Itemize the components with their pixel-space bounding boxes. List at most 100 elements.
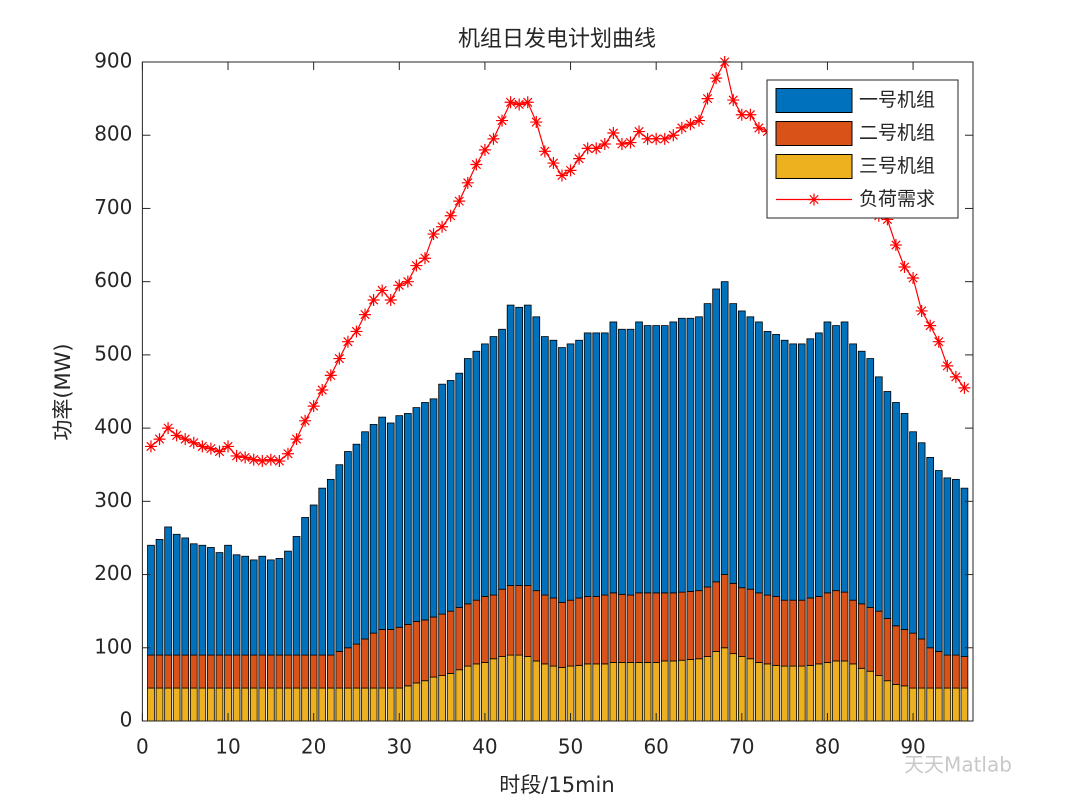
bar	[720, 574, 729, 649]
bar	[344, 451, 352, 649]
marker	[213, 445, 226, 458]
bar	[746, 316, 755, 590]
marker	[949, 370, 962, 383]
bar	[506, 585, 515, 656]
bar	[712, 651, 720, 722]
marker	[418, 252, 431, 265]
x-tick-label: 40	[472, 735, 497, 759]
bar	[215, 552, 224, 656]
bar	[155, 687, 164, 722]
x-tick-label: 80	[815, 735, 840, 759]
bar	[695, 590, 703, 660]
bar	[892, 625, 900, 685]
bar	[917, 687, 926, 722]
bar	[421, 619, 429, 682]
bar	[832, 590, 840, 662]
bar	[326, 654, 335, 689]
bar	[189, 654, 198, 689]
bar	[926, 647, 935, 689]
bar	[592, 332, 601, 597]
marker	[179, 433, 192, 446]
marker	[881, 213, 894, 226]
legend-label: 负荷需求	[859, 188, 935, 210]
x-tick-label: 10	[215, 735, 240, 759]
marker	[196, 440, 209, 453]
bar	[498, 328, 506, 590]
x-tick-label: 90	[900, 735, 925, 759]
bar	[258, 555, 267, 656]
y-tick-label: 400	[94, 415, 132, 439]
bar	[909, 632, 917, 689]
marker	[350, 325, 363, 338]
legend-marker	[808, 193, 820, 206]
bar	[703, 586, 712, 657]
watermark: 天天Matlab	[904, 753, 1012, 777]
bar	[541, 594, 549, 665]
x-tick-label: 70	[729, 735, 754, 759]
bar	[695, 316, 703, 592]
bar	[797, 343, 806, 601]
marker	[281, 447, 294, 460]
bar	[489, 658, 498, 722]
bar	[207, 547, 215, 656]
x-tick-label: 20	[301, 735, 326, 759]
bar	[446, 610, 455, 674]
bar	[840, 591, 849, 662]
bar	[652, 662, 660, 722]
bar	[258, 687, 267, 722]
bar	[335, 464, 344, 652]
bar	[549, 339, 558, 599]
bar	[678, 317, 686, 593]
bar	[361, 638, 369, 689]
bar	[318, 654, 327, 689]
bar	[318, 687, 327, 722]
bar	[309, 504, 318, 656]
bar	[583, 663, 592, 722]
bar	[737, 587, 746, 657]
bar	[267, 559, 275, 656]
bar	[232, 687, 241, 722]
bar	[737, 656, 746, 722]
bar	[823, 592, 832, 663]
bar	[284, 687, 292, 722]
bar	[960, 656, 969, 689]
bar	[506, 654, 515, 722]
bar	[326, 478, 335, 656]
marker	[144, 440, 157, 453]
bar	[823, 321, 832, 594]
bar	[626, 328, 635, 596]
bar	[960, 687, 969, 722]
bar	[883, 680, 892, 722]
bar	[832, 660, 840, 722]
marker	[727, 94, 740, 107]
bar	[292, 536, 301, 656]
bar	[917, 442, 926, 640]
marker	[710, 72, 723, 85]
marker	[230, 449, 243, 462]
bar	[712, 581, 720, 652]
bar	[472, 599, 481, 665]
bar	[780, 339, 789, 601]
bar	[618, 593, 626, 663]
bar	[900, 685, 909, 722]
bar	[515, 585, 523, 656]
bar	[249, 687, 258, 722]
marker	[915, 304, 928, 317]
bar	[241, 654, 249, 689]
bar	[755, 321, 763, 594]
bar	[703, 656, 712, 722]
bar	[232, 654, 241, 689]
bar	[386, 629, 395, 689]
bar	[249, 559, 258, 656]
bar	[857, 667, 866, 722]
bar	[815, 332, 823, 597]
bar	[652, 325, 660, 594]
bar	[789, 599, 798, 667]
bar	[635, 662, 643, 722]
bar	[421, 680, 429, 722]
marker	[641, 132, 654, 145]
bar	[600, 663, 609, 722]
bar	[326, 687, 335, 722]
marker	[359, 308, 372, 321]
bar	[703, 303, 712, 588]
